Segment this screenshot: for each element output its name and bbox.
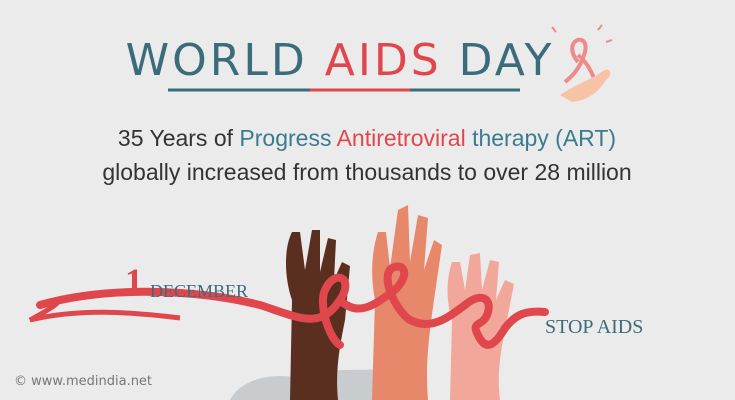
ribbon	[36, 262, 549, 349]
message-line: 35 Years of Progress Antiretroviral ther…	[118, 125, 616, 151]
ribbon-icon	[551, 24, 613, 102]
credit: © www.medindia.net	[14, 374, 152, 389]
message-line: globally increased from thousands to ove…	[102, 159, 631, 185]
message-highlight: Antiretroviral	[337, 125, 466, 151]
title-word: DAY	[459, 35, 555, 86]
message-text: 35 Years of	[118, 125, 234, 151]
date-month: DECEMBER	[150, 281, 248, 301]
title: WORLD AIDS DAY	[126, 35, 555, 86]
title-word: WORLD	[126, 35, 308, 86]
hand	[372, 205, 442, 400]
ribbon-tail	[28, 299, 181, 323]
slogan: STOP AIDS	[545, 316, 643, 338]
message-highlight: therapy (ART)	[472, 125, 616, 151]
date-day: 1	[125, 261, 143, 301]
message-highlight: Progress	[239, 125, 331, 151]
title-word: AIDS	[325, 35, 442, 86]
